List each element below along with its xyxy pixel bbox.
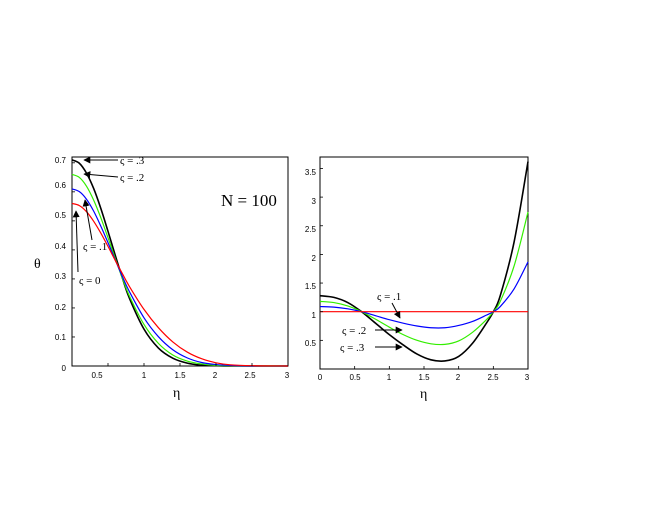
left-y-tick-label: 0.7 — [55, 156, 67, 165]
left-y-tick-label: 0.5 — [55, 211, 67, 220]
left-y-tick-label: 0.3 — [55, 272, 67, 281]
left-x-tick-label: 1.5 — [174, 371, 186, 380]
right-y-tick-label: 3.5 — [305, 168, 317, 177]
right-x-tick-label: 2.5 — [487, 373, 499, 382]
left-series-line-1 — [71, 188, 289, 367]
left-series-labels: ς = .3 ς = .2 ς = .1 ς = 0 — [79, 155, 145, 287]
left-y-tick-label: 0.4 — [55, 242, 67, 251]
left-y-axis-label: θ — [34, 257, 41, 272]
left-y-tick-label: 0 — [62, 364, 67, 373]
right-y-tick-label: 2 — [312, 254, 317, 263]
series-label: ς = .2 — [342, 325, 366, 337]
right-y-tick-label: 0.5 — [305, 339, 317, 348]
arrow — [82, 199, 93, 241]
right-y-tick-label: 1 — [312, 311, 317, 320]
arrow — [72, 210, 80, 273]
right-y-tick-label: 3 — [312, 197, 317, 206]
right-y-ticks: 0.5 1 1.5 2 2.5 3 3.5 — [305, 168, 317, 348]
left-series-line-2 — [71, 173, 289, 367]
n-annotation: N = 100 — [221, 191, 277, 210]
right-x-tick-label: 3 — [525, 373, 530, 382]
series-label: ς = .1 — [83, 241, 107, 253]
left-x-tick-label: 0.5 — [91, 371, 103, 380]
left-y-tick-label: 0.6 — [55, 181, 67, 190]
left-x-axis-label: η — [173, 386, 180, 401]
right-plot-frame — [319, 156, 529, 370]
left-y-tick-label: 0.2 — [55, 303, 67, 312]
left-plot: θ η N = 100 0.5 1 1.5 2 2.5 3 0 0.1 0.2 … — [34, 155, 290, 401]
left-arrows — [72, 156, 119, 273]
right-x-axis-label: η — [420, 387, 427, 402]
series-label: ς = .1 — [377, 291, 401, 303]
right-arrows — [375, 302, 403, 351]
right-y-tick-label: 2.5 — [305, 225, 317, 234]
right-x-tick-label: 0.5 — [349, 373, 361, 382]
right-plot: η 0 0.5 1 1.5 2 2.5 3 0.5 1 1.5 2 2.5 3 … — [305, 156, 530, 402]
right-x-tick-label: 1 — [387, 373, 392, 382]
series-label: ς = .3 — [120, 155, 145, 167]
series-label: ς = .3 — [340, 342, 365, 354]
left-x-tick-label: 2 — [213, 371, 218, 380]
right-x-tick-label: 1.5 — [418, 373, 430, 382]
arrow — [391, 302, 401, 319]
left-x-tick-label: 3 — [285, 371, 290, 380]
series-label: ς = .2 — [120, 172, 144, 184]
right-x-ticks: 0 0.5 1 1.5 2 2.5 3 — [318, 373, 530, 382]
right-series-labels: ς = .1 ς = .2 ς = .3 — [340, 291, 401, 354]
left-y-tick-label: 0.1 — [55, 333, 67, 342]
left-plot-frame — [71, 156, 289, 367]
right-series-line-2 — [319, 211, 529, 346]
left-series-line-0 — [71, 202, 289, 367]
left-x-ticks: 0.5 1 1.5 2 2.5 3 — [91, 371, 289, 380]
right-x-tick-label: 0 — [318, 373, 323, 382]
left-x-tick-label: 1 — [142, 371, 147, 380]
right-x-tick-label: 2 — [456, 373, 461, 382]
arrow — [83, 171, 119, 179]
series-label: ς = 0 — [79, 275, 101, 287]
left-x-tick-label: 2.5 — [244, 371, 256, 380]
right-series-line-1 — [319, 261, 529, 329]
left-y-ticks: 0 0.1 0.2 0.3 0.4 0.5 0.6 0.7 — [55, 156, 67, 373]
right-y-tick-label: 1.5 — [305, 282, 317, 291]
right-series-line-3 — [319, 161, 529, 363]
